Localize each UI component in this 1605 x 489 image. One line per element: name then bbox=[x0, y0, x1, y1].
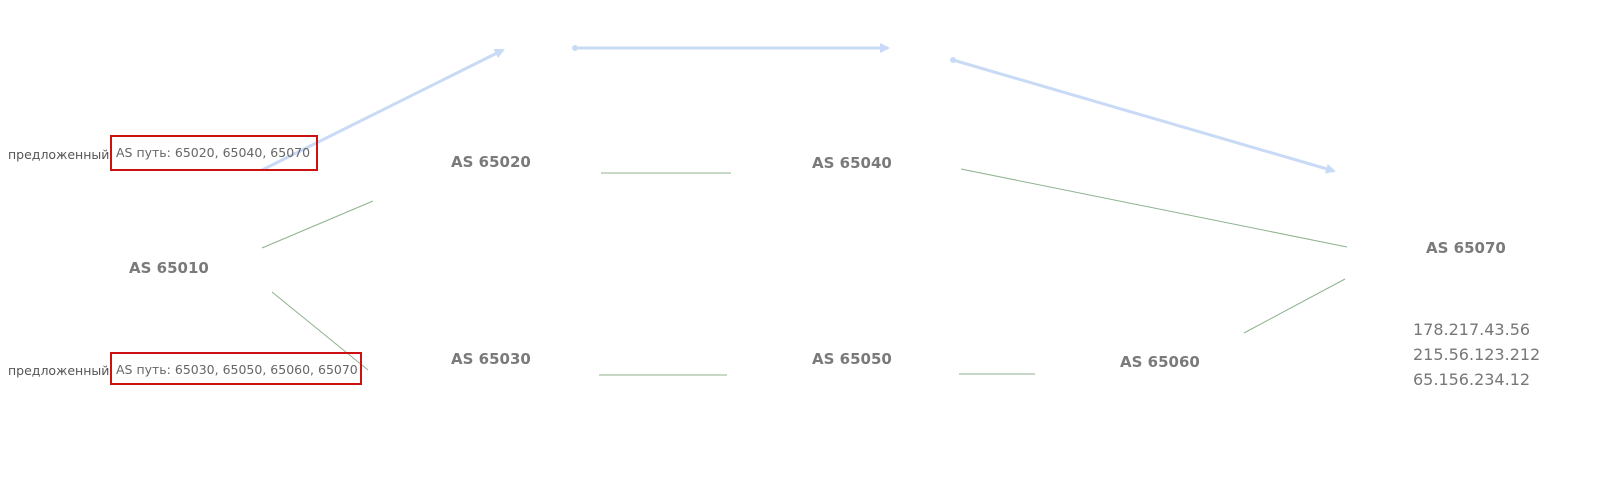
node-as65010: AS 65010 bbox=[129, 259, 209, 277]
lower-proposal-prefix: предложенный bbox=[8, 363, 110, 378]
link-65010-65020 bbox=[261, 200, 374, 249]
node-as65060: AS 65060 bbox=[1120, 353, 1200, 371]
node-as65040: AS 65040 bbox=[812, 154, 892, 172]
node-as65030: AS 65030 bbox=[451, 350, 531, 368]
link-65060-65070 bbox=[1243, 278, 1346, 334]
arrow-65040-to-65020-tail bbox=[572, 45, 578, 51]
prefix-item: 65.156.234.12 bbox=[1413, 370, 1531, 389]
link-65040-65070 bbox=[960, 168, 1348, 248]
arrow-65070-to-65040 bbox=[952, 58, 1336, 174]
node-as65050: AS 65050 bbox=[812, 350, 892, 368]
upper-proposal-path-box: AS путь: 65020, 65040, 65070 bbox=[110, 135, 318, 171]
arrow-65020-to-65010 bbox=[261, 48, 505, 172]
link-65010-65030 bbox=[271, 291, 369, 371]
arrow-65070-to-65040-tail bbox=[950, 57, 956, 63]
lower-proposal-path: AS путь: 65030, 65050, 65060, 65070 bbox=[116, 362, 358, 377]
node-as65070: AS 65070 bbox=[1426, 239, 1506, 257]
upper-proposal-path: AS путь: 65020, 65040, 65070 bbox=[116, 145, 311, 160]
prefix-item: 178.217.43.56 bbox=[1413, 320, 1531, 339]
node-as65020: AS 65020 bbox=[451, 153, 531, 171]
lower-proposal-path-box: AS путь: 65030, 65050, 65060, 65070 bbox=[110, 352, 362, 385]
upper-proposal-prefix: предложенный bbox=[8, 147, 110, 162]
prefix-item: 215.56.123.212 bbox=[1413, 345, 1541, 364]
as65070-prefix-list: 178.217.43.56 215.56.123.212 65.156.234.… bbox=[1413, 317, 1540, 392]
